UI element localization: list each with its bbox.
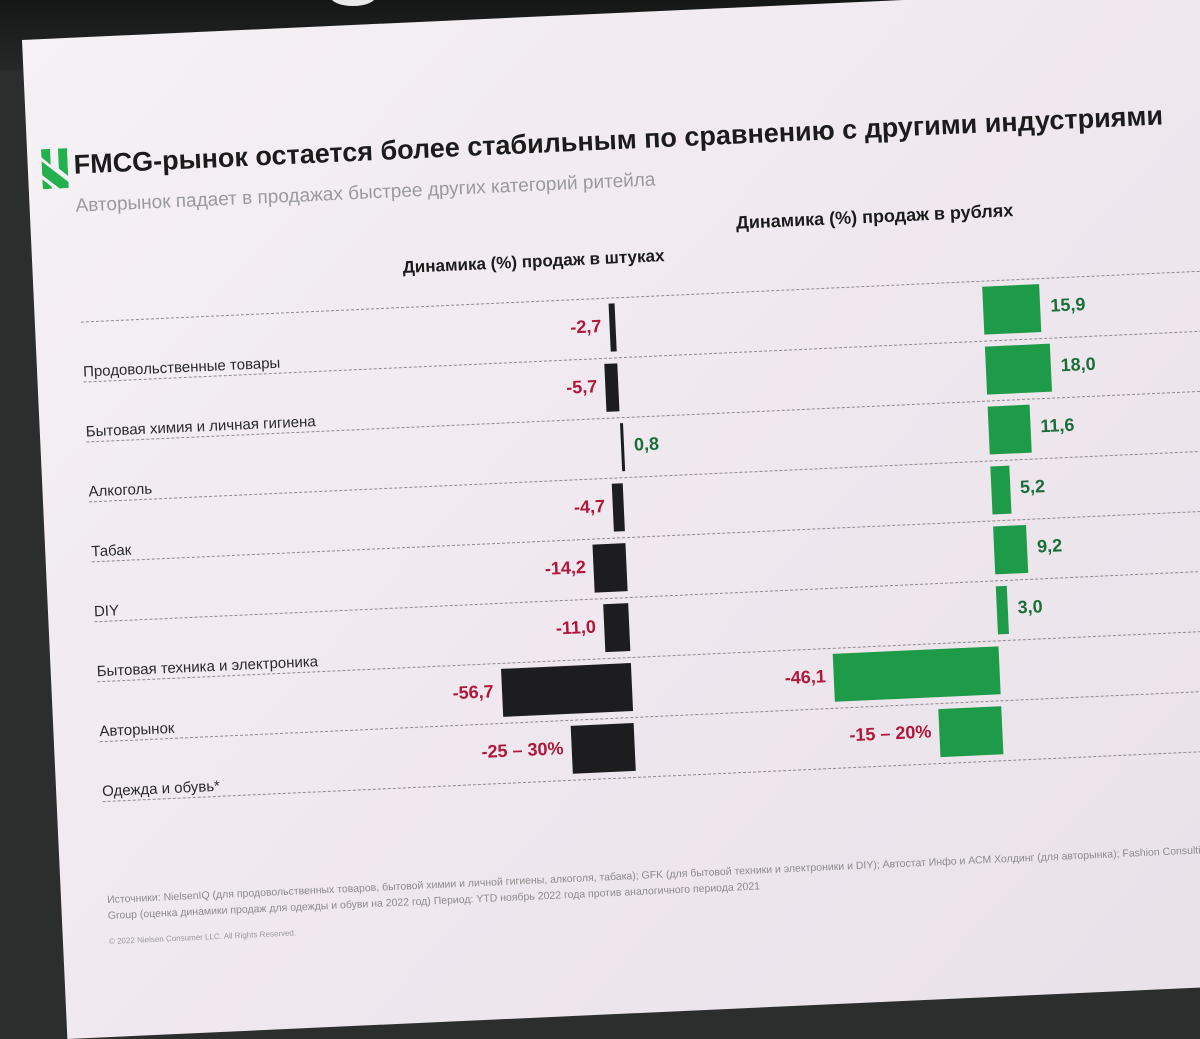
rub-value-label: 15,9 [1049, 294, 1086, 316]
units-bar [620, 423, 626, 472]
rub-bar [832, 646, 1001, 702]
presentation-slide: FMCG-рынок остается более стабильным по … [22, 0, 1200, 1039]
rub-bar [995, 585, 1009, 635]
units-value-label: -5,7 [565, 376, 598, 398]
category-label: DIY [93, 602, 120, 621]
rub-chart-title: Динамика (%) продаж в рублях [735, 200, 1014, 233]
units-bar [608, 303, 617, 352]
source-footnote: Источники: NielsenIQ (для продовольствен… [106, 843, 1200, 923]
rub-value-label: 9,2 [1036, 535, 1063, 557]
units-value-label: 0,8 [633, 433, 660, 455]
category-label: Авторынок [99, 719, 175, 741]
ceiling-lamp [330, 0, 376, 6]
units-bar [602, 603, 631, 653]
rub-value-label: 18,0 [1060, 353, 1097, 376]
units-bar [592, 543, 628, 593]
rub-bar [993, 524, 1029, 575]
category-label: Алкоголь [88, 480, 153, 501]
units-value-label: -56,7 [452, 681, 495, 704]
rub-value-label: -46,1 [784, 666, 827, 689]
units-value-label: -25 – 30% [481, 738, 564, 762]
rub-bar [990, 465, 1012, 515]
units-bar [611, 483, 625, 532]
copyright-notice: © 2022 Nielsen Consumer LLC. All Rights … [108, 928, 297, 946]
units-value-label: -2,7 [569, 316, 602, 338]
rub-bar [938, 706, 1004, 758]
rub-bar [984, 343, 1052, 395]
units-value-label: -4,7 [573, 496, 606, 518]
units-value-label: -14,2 [544, 556, 587, 579]
nielseniq-logo-icon [40, 148, 69, 190]
row-separator [102, 747, 1200, 803]
units-chart-title: Динамика (%) продаж в штуках [402, 246, 665, 277]
rub-value-label: 3,0 [1017, 596, 1044, 618]
units-bar [570, 722, 636, 774]
rub-bar [987, 404, 1032, 455]
category-label: Табак [90, 541, 132, 561]
row-separator [99, 687, 1200, 743]
units-value-label: -11,0 [555, 616, 597, 639]
rub-value-label: -15 – 20% [848, 721, 932, 746]
row-separator [91, 507, 1200, 563]
rub-value-label: 11,6 [1039, 414, 1075, 437]
rub-value-label: 5,2 [1019, 476, 1046, 498]
units-bar [604, 363, 620, 412]
units-bar [500, 663, 634, 717]
slide-title: FMCG-рынок остается более стабильным по … [73, 100, 1164, 180]
rub-bar [982, 284, 1042, 335]
